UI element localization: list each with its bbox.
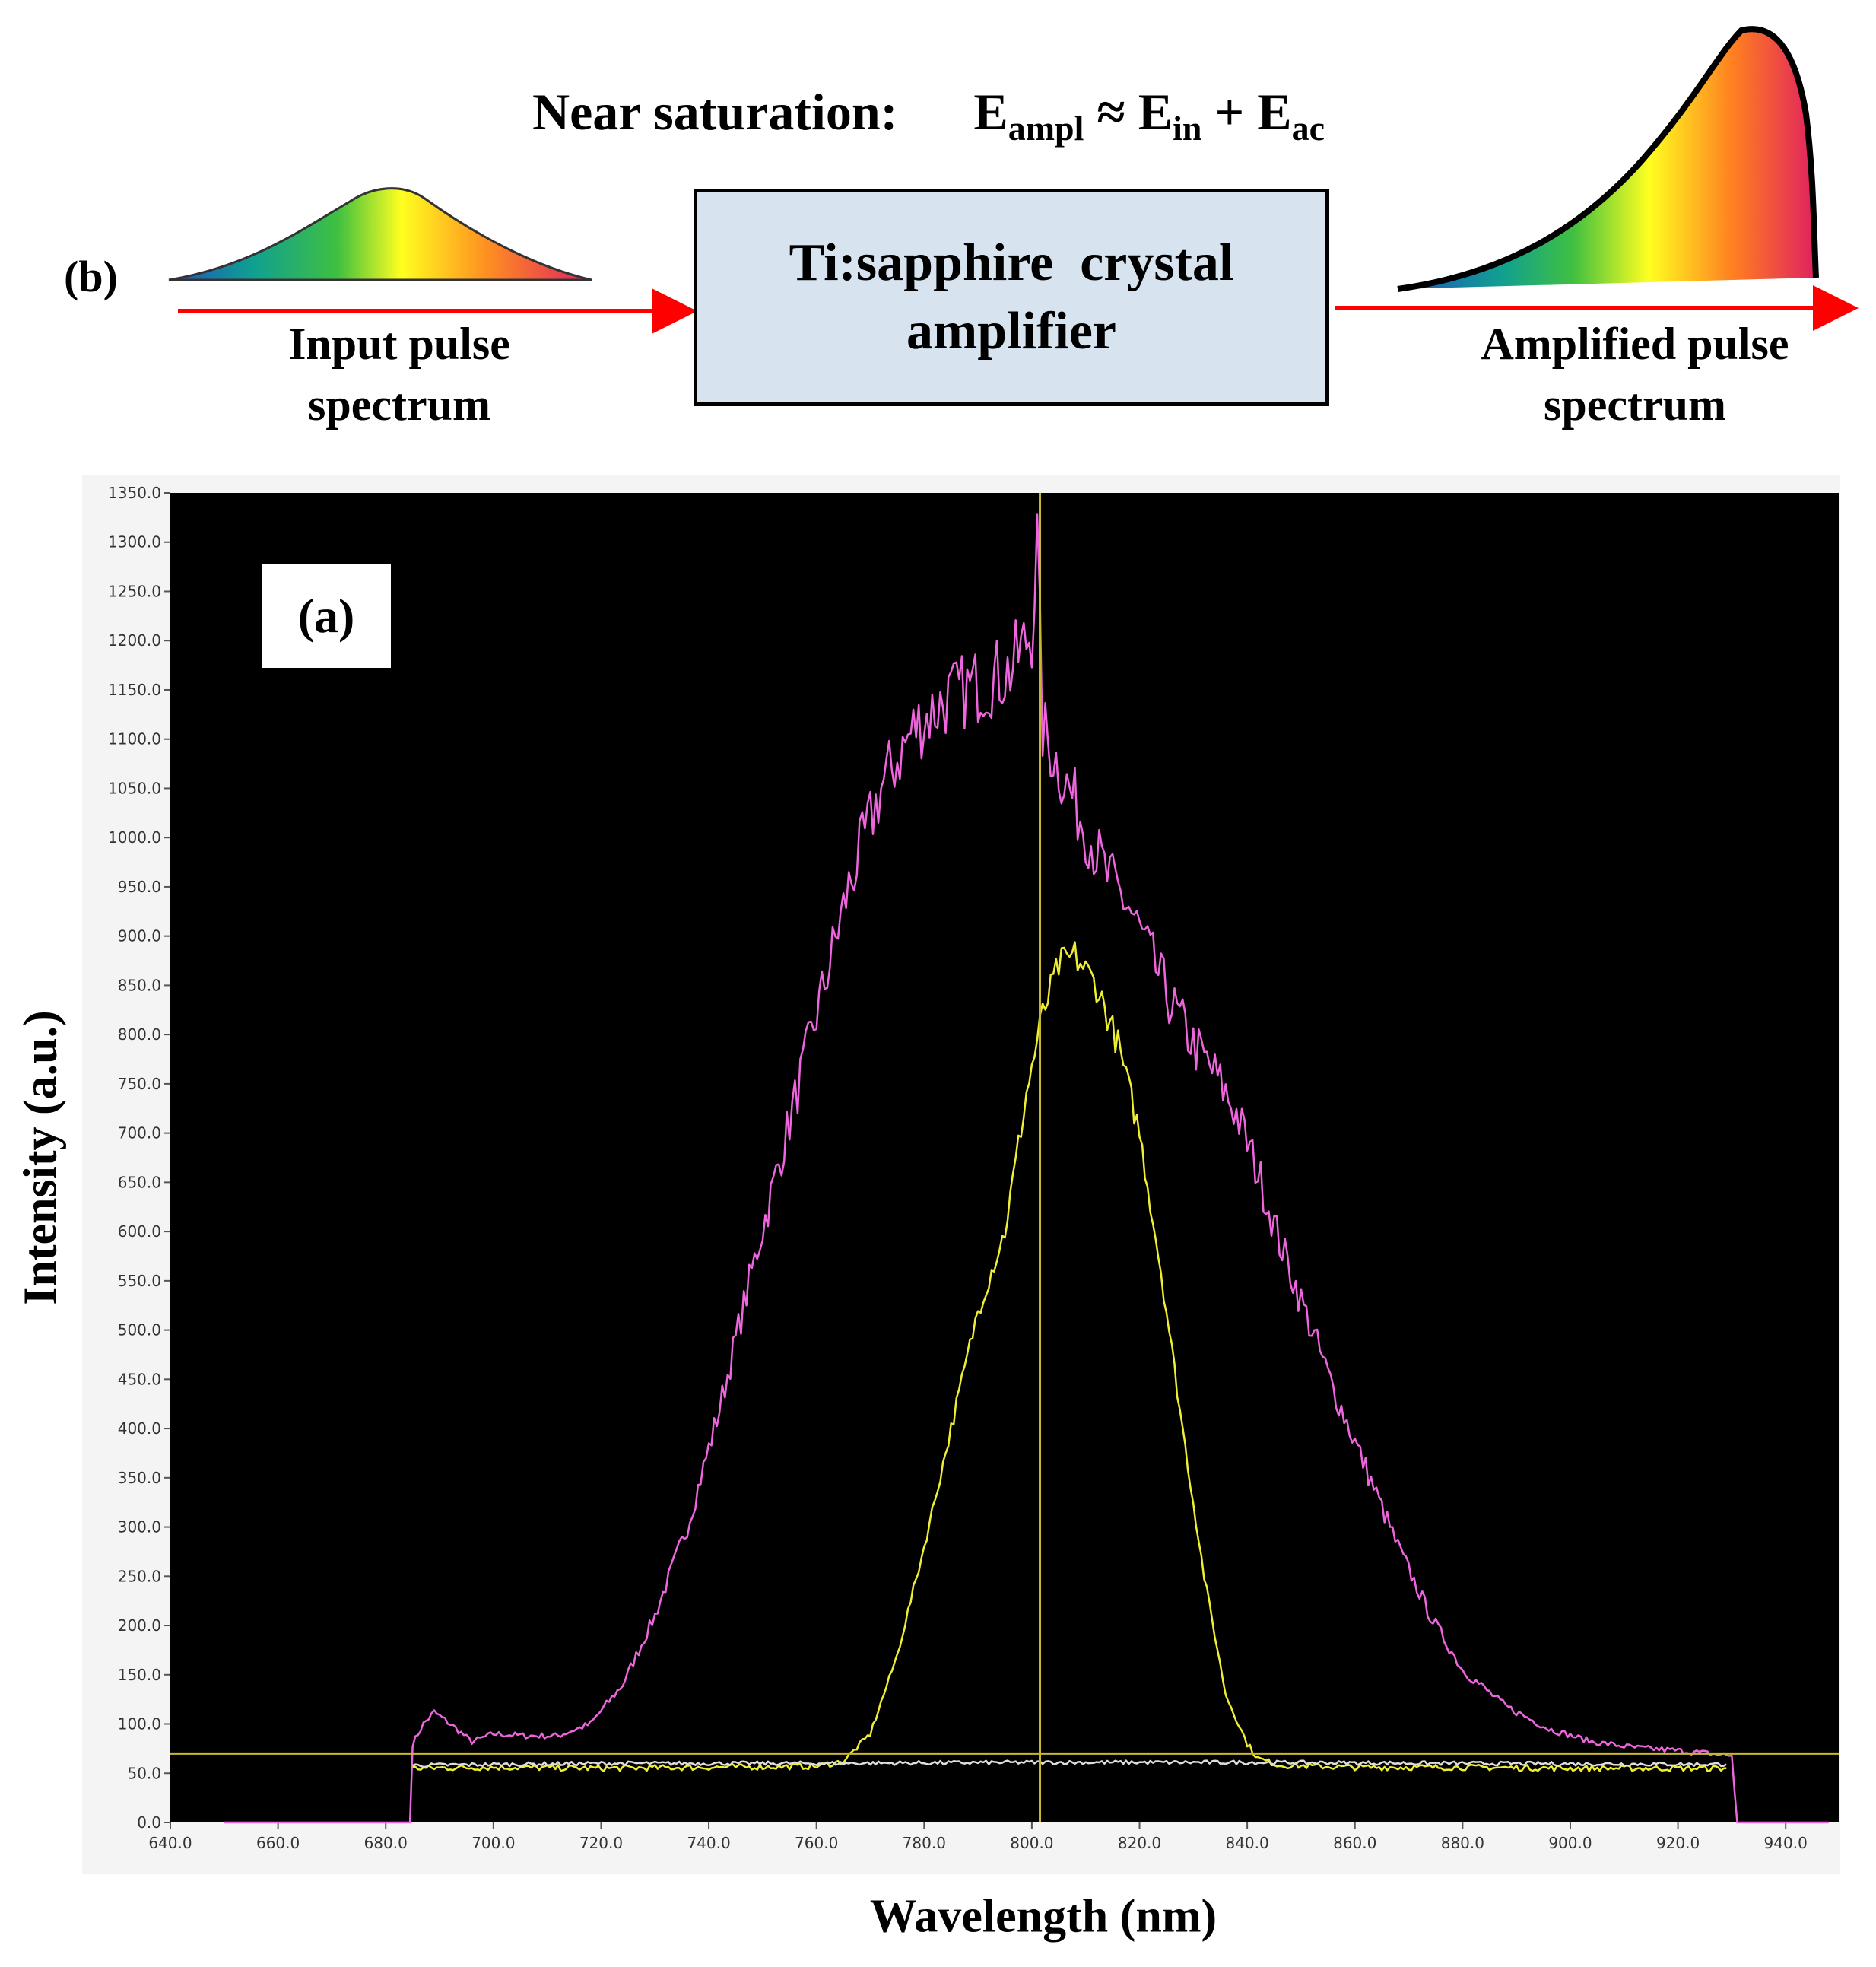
output-caption-line2: spectrum [1544, 380, 1726, 430]
saturation-equation: Near saturation: Eampl ≈ Ein + Eac [532, 82, 1325, 148]
y-tick-label: 100.0 [118, 1715, 161, 1733]
equation-approx: ≈ [1084, 83, 1138, 141]
equation-sub-ac: ac [1291, 109, 1325, 148]
y-axis-ticks: 0.0 50.0 100.0 150.0 200.0 250.0 300.0 350.0 400… [108, 484, 170, 1832]
series-line-3 [412, 1759, 1727, 1768]
input-spectrum-curve [168, 187, 592, 281]
input-caption-line2: spectrum [308, 380, 490, 430]
y-tick-label: 200.0 [118, 1616, 161, 1635]
y-tick-label: 600.0 [118, 1222, 161, 1241]
y-tick-label: 300.0 [118, 1518, 161, 1536]
amplified-spectrum-curve [1398, 29, 1816, 289]
x-tick-label: 680.0 [364, 1834, 408, 1852]
output-caption-line1: Amplified pulse [1481, 319, 1789, 369]
amplifier-box-line2: amplifier [906, 302, 1117, 361]
y-tick-label: 1050.0 [108, 779, 161, 797]
y-tick-label: 650.0 [118, 1173, 161, 1191]
x-tick-label: 860.0 [1333, 1834, 1376, 1852]
x-tick-label: 880.0 [1441, 1834, 1484, 1852]
y-tick-label: 450.0 [118, 1370, 161, 1388]
x-tick-label: 920.0 [1656, 1834, 1700, 1852]
y-tick-label: 1100.0 [108, 730, 161, 748]
equation-e-ac: E [1257, 83, 1292, 141]
equation-e-in: E [1138, 83, 1173, 141]
x-tick-label: 900.0 [1548, 1834, 1592, 1852]
amplifier-box: Ti:sapphire crystal amplifier [694, 189, 1329, 406]
y-tick-label: 900.0 [118, 927, 161, 945]
equation-e-ampl: E [973, 83, 1008, 141]
y-tick-label: 1300.0 [108, 533, 161, 551]
x-tick-label: 820.0 [1118, 1834, 1161, 1852]
y-tick-label: 950.0 [118, 878, 161, 896]
x-tick-label: 780.0 [903, 1834, 946, 1852]
y-tick-label: 400.0 [118, 1419, 161, 1438]
x-tick-label: 640.0 [148, 1834, 192, 1852]
y-axis-label: Intensity (a.u.) [14, 1010, 67, 1305]
y-tick-label: 750.0 [118, 1075, 161, 1093]
x-tick-label: 720.0 [579, 1834, 623, 1852]
x-tick-label: 800.0 [1010, 1834, 1053, 1852]
y-tick-label: 1000.0 [108, 828, 161, 847]
x-tick-label: 840.0 [1225, 1834, 1268, 1852]
y-tick-label: 50.0 [127, 1764, 161, 1782]
y-tick-label: 550.0 [118, 1272, 161, 1290]
x-axis-label: Wavelength (nm) [869, 1890, 1217, 1943]
y-tick-label: 350.0 [118, 1469, 161, 1487]
input-caption-line1: Input pulse [288, 319, 510, 369]
amplified-pulse-caption: Amplified pulse spectrum [1414, 313, 1855, 435]
panel-label-a: (a) [262, 564, 391, 668]
x-tick-label: 700.0 [471, 1834, 515, 1852]
amplifier-box-line1: Ti:sapphire crystal [789, 234, 1234, 292]
x-tick-label: 940.0 [1764, 1834, 1808, 1852]
series-line-2 [412, 941, 1727, 1772]
cursor-layer [170, 493, 1839, 1822]
y-tick-label: 500.0 [118, 1321, 161, 1339]
y-tick-label: 1350.0 [108, 484, 161, 502]
y-tick-label: 1200.0 [108, 631, 161, 650]
x-axis-ticks: 640.0 660.0 680.0 700.0 720.0 740.0 760.0 780.0… [148, 1822, 1808, 1852]
y-tick-label: 0.0 [137, 1813, 161, 1832]
equation-sub-ampl: ampl [1008, 109, 1084, 148]
series-line-1 [224, 513, 1829, 1824]
y-tick-label: 250.0 [118, 1567, 161, 1585]
panel-label-b: (b) [64, 252, 118, 301]
y-tick-label: 1150.0 [108, 681, 161, 699]
y-tick-label: 800.0 [118, 1025, 161, 1044]
x-tick-label: 740.0 [687, 1834, 730, 1852]
y-tick-label: 850.0 [118, 976, 161, 994]
x-tick-label: 760.0 [795, 1834, 838, 1852]
y-tick-label: 1250.0 [108, 582, 161, 600]
input-pulse-caption: Input pulse spectrum [228, 313, 570, 435]
y-tick-label: 150.0 [118, 1666, 161, 1684]
schematic-graphics [168, 26, 1859, 334]
y-tick-label: 700.0 [118, 1124, 161, 1142]
equation-sub-in: in [1173, 109, 1202, 148]
series-layer [224, 513, 1829, 1824]
amplified-spectrum-outline [1397, 26, 1819, 292]
plot-area [170, 493, 1839, 1822]
x-tick-label: 660.0 [256, 1834, 300, 1852]
equation-prefix: Near saturation: [532, 83, 898, 141]
equation-plus: + [1201, 83, 1258, 141]
